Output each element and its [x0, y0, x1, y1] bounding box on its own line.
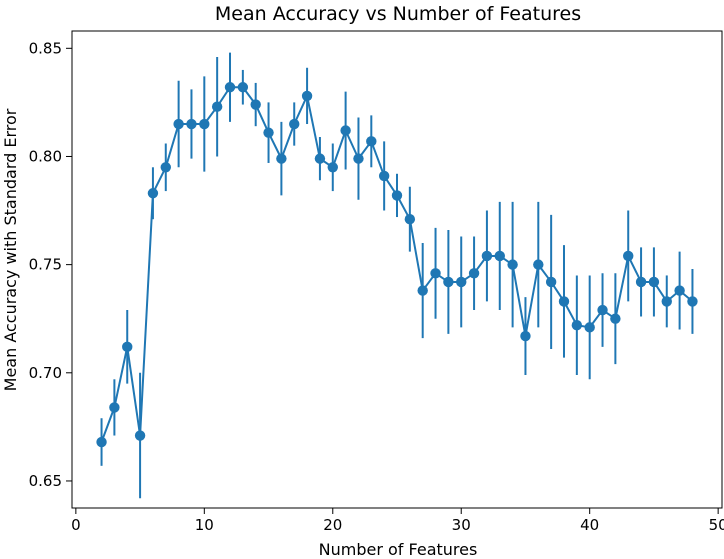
data-point: [610, 313, 621, 324]
y-tick-label: 0.65: [29, 472, 62, 490]
data-point: [340, 125, 351, 136]
data-point: [443, 276, 454, 288]
chart-title: Mean Accuracy vs Number of Features: [215, 3, 581, 25]
axes-frame: [71, 30, 723, 509]
data-point: [391, 190, 403, 201]
x-tick-label: 40: [580, 516, 599, 534]
data-point: [571, 320, 583, 331]
data-point: [404, 214, 416, 225]
y-tick-label: 0.70: [29, 364, 62, 382]
data-point: [481, 250, 493, 262]
data-point: [623, 250, 634, 262]
data-point: [545, 276, 557, 288]
x-tick-label: 30: [452, 516, 471, 534]
data-point: [301, 90, 313, 102]
data-point: [263, 127, 274, 138]
data-point: [224, 82, 236, 93]
data-point: [109, 402, 120, 413]
x-tick-label: 0: [71, 516, 81, 534]
data-point: [211, 101, 223, 112]
data-point: [289, 118, 300, 130]
data-point: [147, 188, 159, 199]
data-point: [276, 153, 287, 164]
data-point: [173, 118, 184, 130]
data-point: [507, 259, 518, 270]
data-point: [327, 162, 338, 173]
axes: 0 10 20 30 40 50 0.65 0.70 0.75 0.80 0.85: [29, 30, 724, 534]
x-tick-label: 20: [323, 516, 342, 534]
x-tick-label: 50: [709, 516, 724, 534]
data-point: [353, 153, 364, 164]
y-axis-label: Mean Accuracy with Standard Error: [1, 108, 20, 391]
data-point: [597, 304, 608, 316]
data-point: [160, 162, 171, 173]
data-point: [366, 136, 377, 147]
data-point: [122, 341, 133, 353]
y-tick-label: 0.80: [29, 147, 62, 165]
data-point: [417, 285, 428, 296]
data-point: [494, 250, 505, 262]
data-point: [468, 268, 480, 279]
y-tick-label: 0.75: [29, 256, 62, 274]
data-point: [96, 436, 107, 448]
data-point: [430, 268, 441, 279]
x-tick-label: 10: [195, 516, 214, 534]
data-point: [661, 296, 672, 307]
data-point: [558, 296, 570, 307]
data-point: [378, 170, 390, 182]
series-line: [100, 86, 694, 443]
data-point: [674, 285, 685, 296]
data-point: [250, 99, 261, 110]
data-point: [456, 276, 467, 288]
data-point: [584, 322, 595, 333]
y-tick-label: 0.85: [29, 39, 62, 57]
data-point: [648, 276, 660, 288]
data-point: [237, 82, 249, 93]
plot-area: [96, 52, 698, 499]
data-point: [635, 276, 647, 288]
data-point: [186, 118, 197, 130]
x-axis-label: Number of Features: [319, 540, 478, 559]
data-point: [687, 296, 698, 307]
data-point: [199, 118, 210, 130]
data-point: [520, 330, 531, 342]
data-point: [134, 430, 146, 441]
data-point: [533, 259, 544, 270]
data-point: [314, 153, 326, 164]
